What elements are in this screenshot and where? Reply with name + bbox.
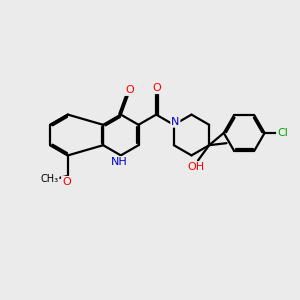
Text: CH₃: CH₃ bbox=[40, 175, 59, 184]
Text: NH: NH bbox=[111, 157, 128, 167]
Text: OH: OH bbox=[187, 162, 204, 172]
Text: O: O bbox=[152, 83, 161, 93]
Text: O: O bbox=[125, 85, 134, 95]
Text: O: O bbox=[62, 177, 71, 187]
Text: N: N bbox=[171, 117, 179, 127]
Text: Cl: Cl bbox=[277, 128, 288, 138]
